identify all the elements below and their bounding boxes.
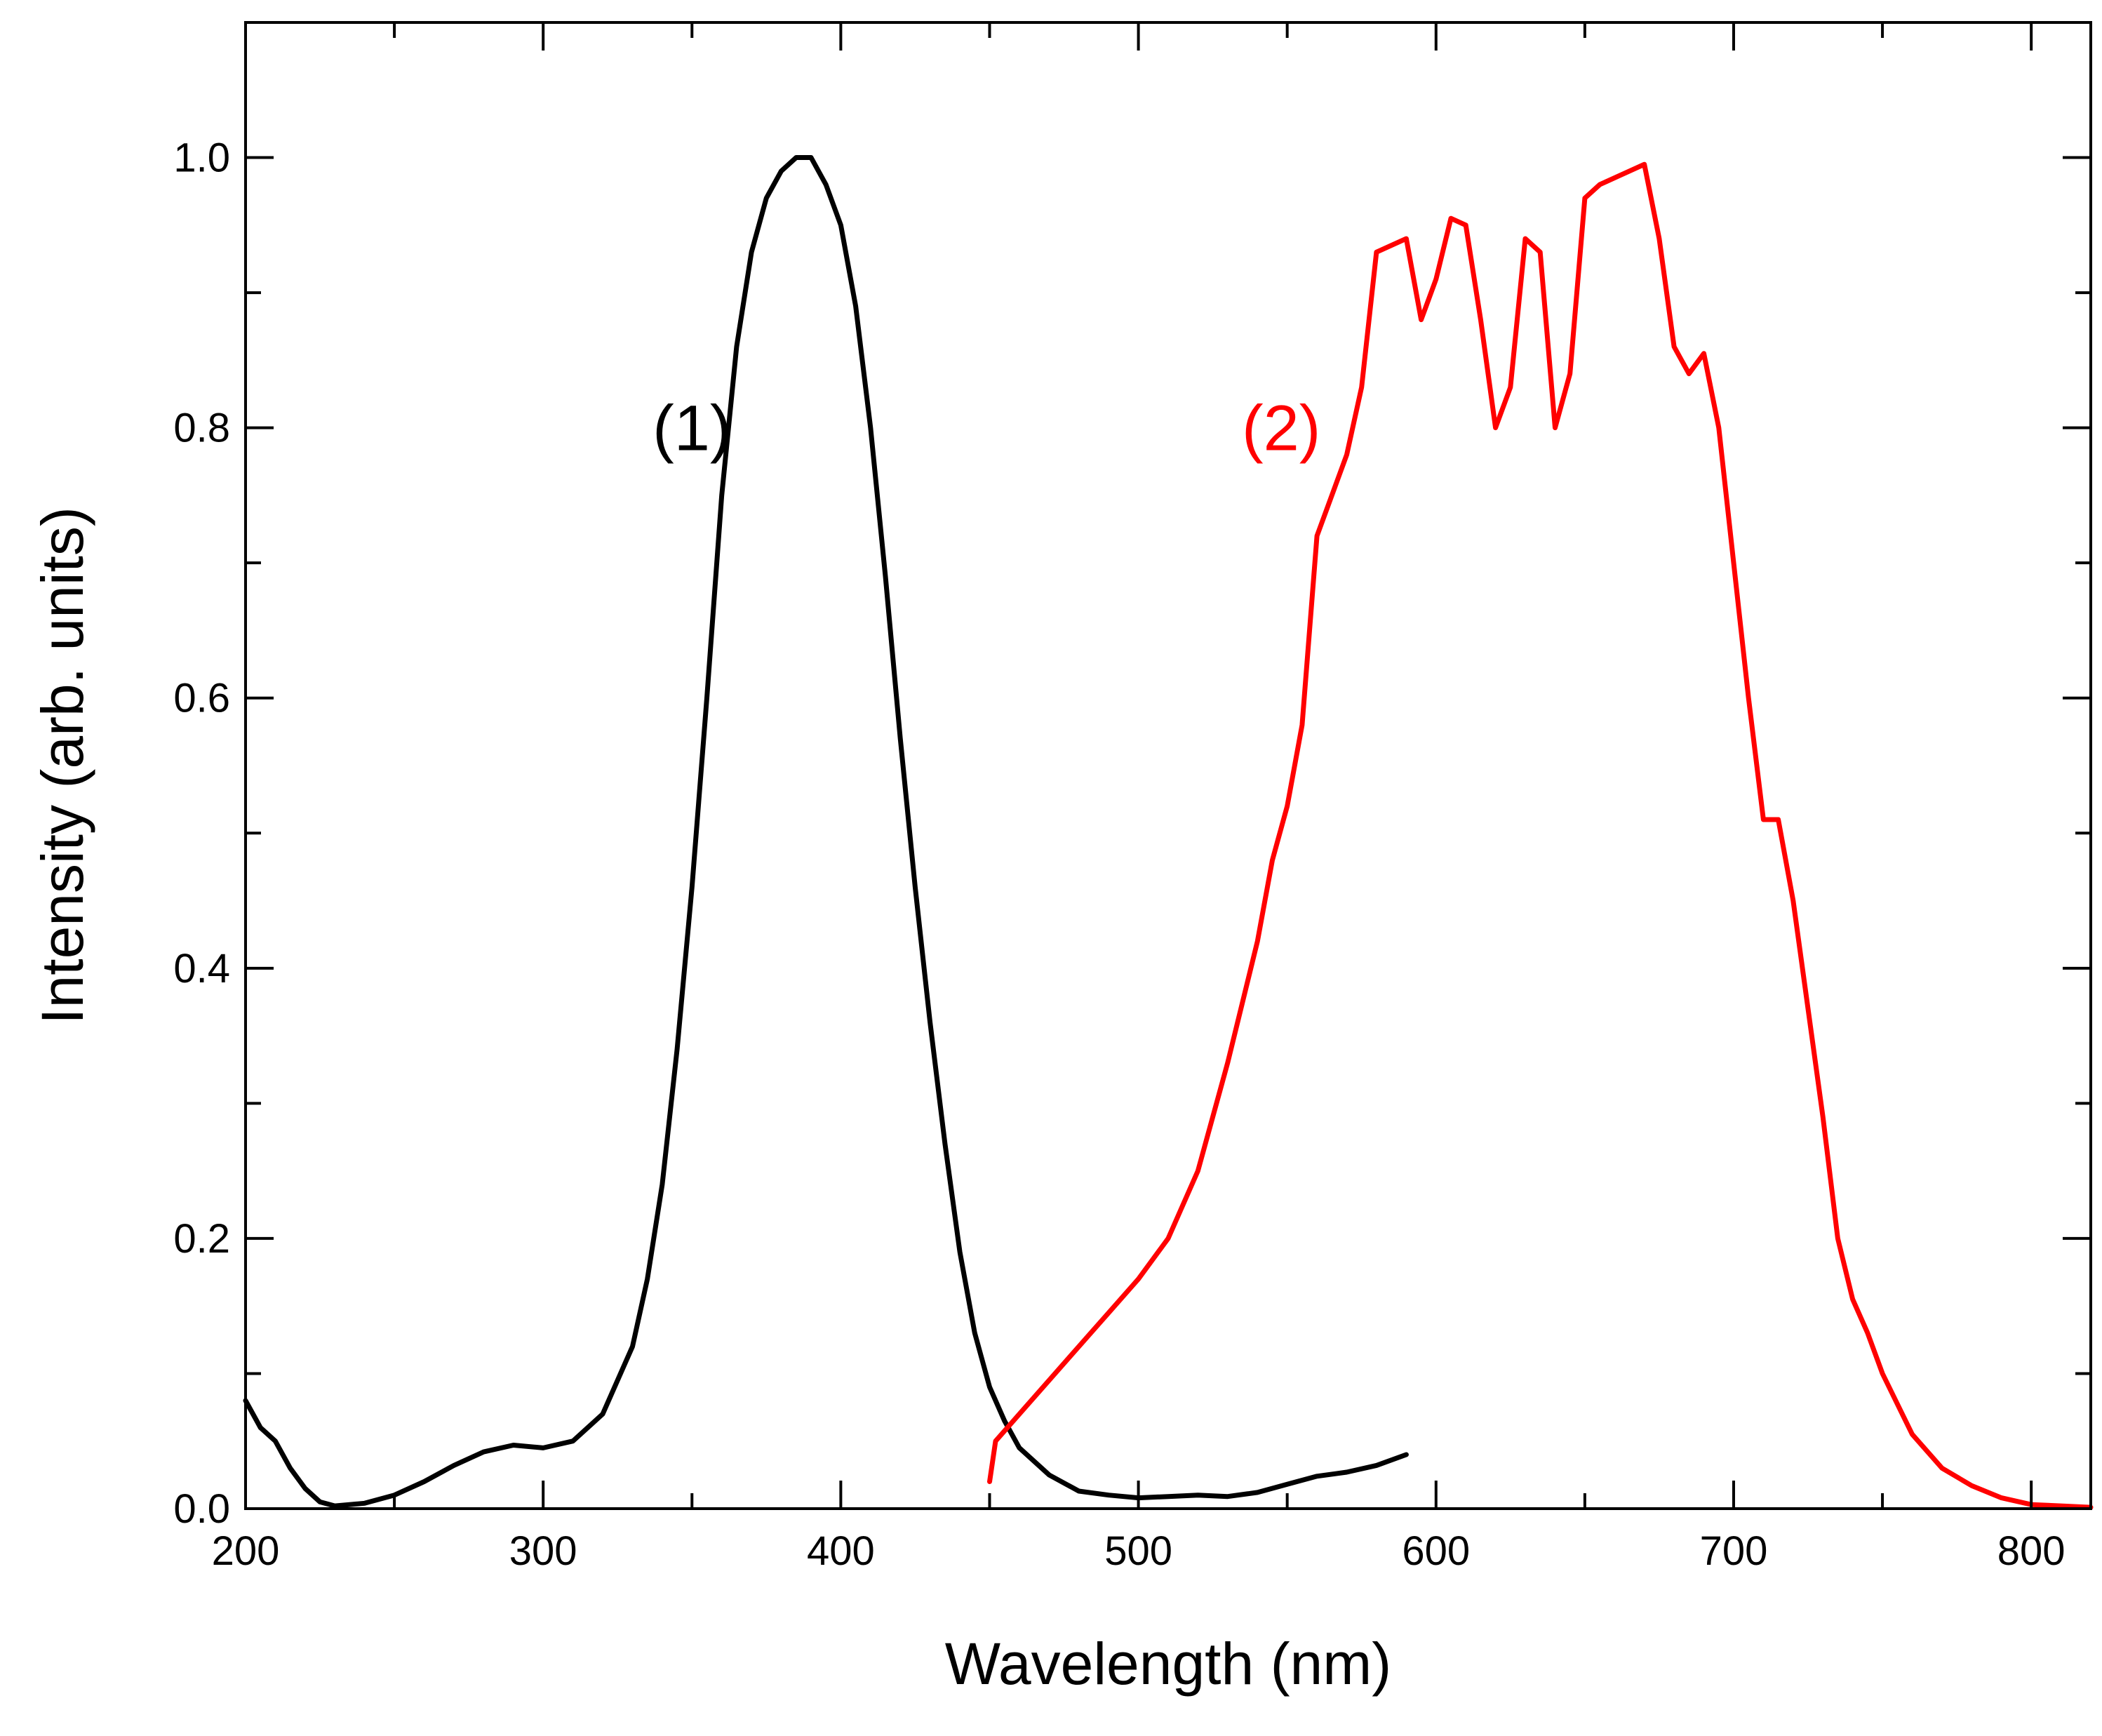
y-axis: 0.0 0.2 0.4 0.6 0.8 1.0 bbox=[173, 21, 2091, 1532]
y-tick-label: 0.4 bbox=[173, 946, 230, 991]
y-tick-label: 0.8 bbox=[173, 406, 230, 451]
y-tick-label: 0.2 bbox=[173, 1216, 230, 1262]
y-tick-label: 0.6 bbox=[173, 676, 230, 721]
series-2-label: (2) bbox=[1242, 393, 1320, 465]
series-1-label: (1) bbox=[652, 393, 731, 465]
y-tick-label: 0.0 bbox=[173, 1486, 230, 1532]
annotations: (1) (2) bbox=[652, 393, 1320, 465]
x-tick-label: 200 bbox=[212, 1528, 280, 1574]
series-layer bbox=[243, 155, 2094, 1510]
x-tick-label: 600 bbox=[1402, 1528, 1470, 1574]
x-tick-label: 500 bbox=[1104, 1528, 1172, 1574]
x-tick-label: 700 bbox=[1700, 1528, 1768, 1574]
x-tick-label: 300 bbox=[509, 1528, 577, 1574]
x-tick-label: 400 bbox=[807, 1528, 875, 1574]
y-axis-title: Intensity (arb. units) bbox=[29, 507, 95, 1024]
series-1-line bbox=[243, 155, 1409, 1509]
series-2-line bbox=[987, 161, 2094, 1510]
y-tick-label: 1.0 bbox=[173, 135, 230, 181]
x-tick-label: 800 bbox=[1997, 1528, 2066, 1574]
x-axis-title: Wavelength (nm) bbox=[945, 1631, 1391, 1697]
plot-frame bbox=[244, 21, 2092, 1510]
x-axis: 200 300 400 500 600 700 800 bbox=[212, 22, 2066, 1574]
